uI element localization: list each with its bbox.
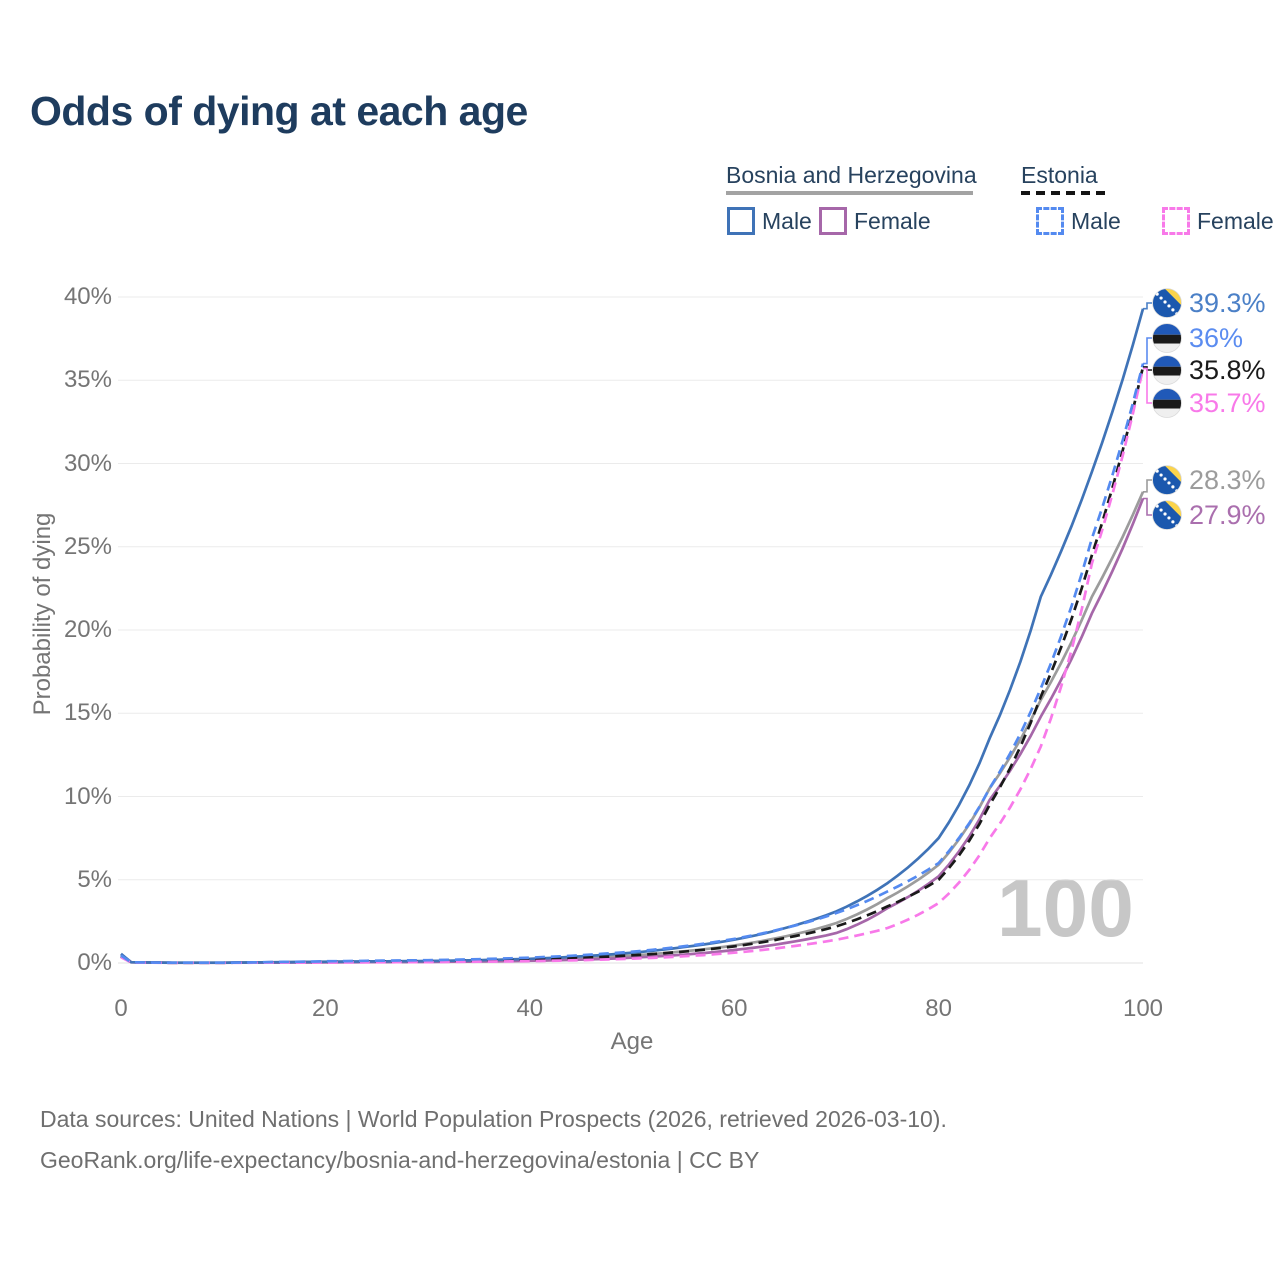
series-line: [120, 363, 1145, 965]
y-tick-label: 20%: [63, 616, 112, 643]
x-tick-label: 60: [720, 995, 748, 1022]
watermark-age-100: 100: [997, 863, 1134, 954]
x-tick-label: 80: [925, 995, 952, 1022]
legend-swatch-estonia-male-icon[interactable]: [1036, 207, 1064, 235]
label-connector: [1143, 302, 1152, 310]
y-tick-label: 0%: [77, 949, 112, 976]
estonia-flag-icon: [1152, 388, 1182, 418]
legend-bosnia-solid-line-sample: [726, 191, 973, 195]
x-tick-label: 0: [114, 995, 128, 1022]
end-label-estonia-female: 35.7%: [1152, 388, 1266, 418]
page-title: Odds of dying at each age: [30, 88, 528, 134]
legend-swatch-bosnia-female-icon[interactable]: [819, 207, 847, 235]
y-tick-label: 25%: [63, 532, 112, 560]
series-line: [120, 498, 1145, 965]
y-tick-label: 5%: [77, 865, 112, 893]
x-axis-title: Age: [610, 1028, 654, 1055]
data-sources-text: Data sources: United Nations | World Pop…: [40, 1106, 947, 1132]
end-label-bosnia-female: 27.9%: [1152, 500, 1266, 530]
end-label-estonia-male: 36%: [1152, 323, 1243, 353]
x-tick-label: 100: [1122, 995, 1164, 1022]
series-line: [120, 308, 1145, 965]
end-label-bosnia-both: 28.3%: [1152, 465, 1266, 495]
bosnia-and-herzegovina-flag-icon: [1152, 500, 1182, 530]
estonia-flag-icon: [1152, 323, 1182, 353]
label-connector: [1143, 337, 1152, 365]
end-label-estonia-both: 35.8%: [1152, 355, 1266, 385]
y-tick-label: 10%: [63, 782, 112, 810]
series-line: [120, 368, 1145, 965]
legend-item-estonia-male[interactable]: Male: [1071, 208, 1121, 234]
end-label-value: 39.3%: [1189, 288, 1266, 318]
legend-estonia-dashed-line-sample: [1021, 191, 1105, 195]
label-connector: [1143, 479, 1152, 493]
estonia-flag-icon: [1152, 355, 1182, 385]
bosnia-and-herzegovina-flag-icon: [1152, 465, 1182, 495]
legend-item-bosnia-male[interactable]: Male: [762, 208, 812, 234]
end-label-value: 35.8%: [1189, 355, 1266, 385]
legend-item-estonia-female[interactable]: Female: [1197, 208, 1274, 234]
legend-group-estonia-label: Estonia: [1021, 162, 1098, 188]
legend-swatch-bosnia-male-icon[interactable]: [727, 207, 755, 235]
x-tick-label: 20: [312, 995, 339, 1022]
end-label-value: 28.3%: [1189, 465, 1266, 495]
end-label-value: 35.7%: [1189, 388, 1266, 418]
y-tick-label: 40%: [63, 283, 112, 310]
label-connector: [1143, 497, 1152, 516]
attribution-text: GeoRank.org/life-expectancy/bosnia-and-h…: [40, 1147, 760, 1173]
y-tick-label: 15%: [63, 699, 112, 727]
end-label-value: 36%: [1189, 323, 1244, 353]
legend-group-bosnia-label: Bosnia and Herzegovina: [726, 162, 977, 188]
series-line: [120, 366, 1145, 965]
series-line: [120, 491, 1145, 965]
label-connector: [1143, 367, 1152, 404]
bosnia-and-herzegovina-flag-icon: [1152, 288, 1182, 318]
legend-swatch-estonia-female-icon[interactable]: [1162, 207, 1190, 235]
y-tick-label: 35%: [63, 366, 112, 394]
end-label-value: 27.9%: [1189, 500, 1266, 530]
legend-item-bosnia-female[interactable]: Female: [854, 208, 931, 234]
y-tick-label: 30%: [63, 449, 112, 477]
end-label-bosnia-male: 39.3%: [1152, 288, 1266, 318]
x-tick-label: 40: [516, 995, 544, 1022]
